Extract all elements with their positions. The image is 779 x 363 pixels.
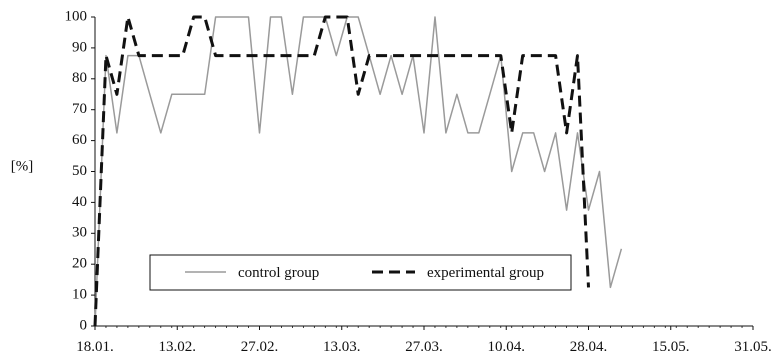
series-lines <box>93 15 623 327</box>
y-tick-label: 0 <box>80 317 88 333</box>
x-tick-label: 27.02. <box>241 339 279 355</box>
y-tick-label: 100 <box>65 8 88 24</box>
legend: control group experimental group <box>149 254 572 291</box>
x-tick-label: 13.02. <box>159 339 197 355</box>
y-tick-label: 20 <box>72 256 87 272</box>
legend-label-control-group: control group <box>238 265 319 281</box>
y-tick-label: 60 <box>72 132 87 148</box>
x-tick-label: 18.01. <box>76 339 114 355</box>
x-tick-label: 28.04. <box>570 339 608 355</box>
x-tick-label: 27.03. <box>405 339 443 355</box>
y-axis-label: [%] <box>11 158 34 174</box>
x-tick-label: 10.04. <box>488 339 526 355</box>
y-tick-label: 50 <box>72 163 87 179</box>
x-tick-label: 13.03. <box>323 339 361 355</box>
experimental-group-line <box>93 15 590 327</box>
legend-label-experimental-group: experimental group <box>427 265 544 281</box>
x-tick-label: 15.05. <box>652 339 690 355</box>
y-tick-label: 80 <box>72 70 87 86</box>
x-axis-ticks: 18.01. 13.02. 27.02. 13.03. 27.03. 10.04. 28.0… <box>76 326 772 355</box>
y-tick-label: 10 <box>72 287 87 303</box>
x-tick-label: 31.05. <box>734 339 772 355</box>
control-group-line <box>94 16 623 327</box>
y-tick-label: 40 <box>72 194 87 210</box>
y-tick-label: 30 <box>72 225 87 241</box>
y-tick-label: 70 <box>72 101 87 117</box>
y-axis-ticks: 0 10 20 30 40 50 60 70 80 90 100 <box>65 8 95 333</box>
y-tick-label: 90 <box>72 39 87 55</box>
